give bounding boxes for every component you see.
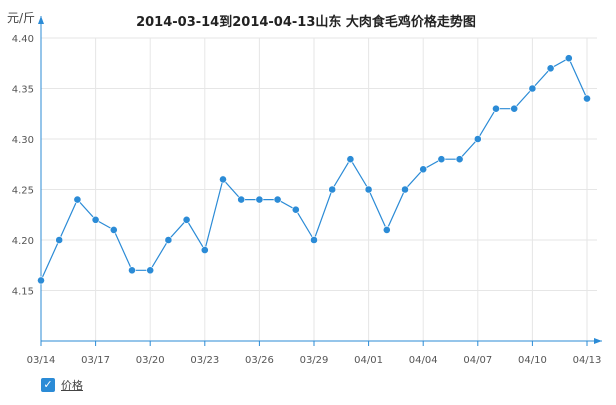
data-point bbox=[401, 185, 409, 194]
data-point bbox=[328, 185, 337, 194]
x-tick-label: 04/01 bbox=[354, 355, 383, 366]
data-point bbox=[510, 104, 519, 113]
x-tick-label: 03/23 bbox=[190, 355, 219, 366]
data-point bbox=[310, 236, 318, 244]
y-tick-labels: 4.15 4.20 4.25 4.30 4.35 4.40 bbox=[12, 34, 34, 298]
data-point bbox=[200, 246, 209, 254]
y-tick-label: 4.35 bbox=[12, 85, 34, 96]
data-point bbox=[364, 185, 373, 194]
data-point bbox=[564, 54, 573, 63]
x-tick-label: 03/17 bbox=[81, 355, 110, 366]
data-point bbox=[346, 155, 355, 164]
data-point bbox=[528, 84, 537, 93]
series-layer bbox=[37, 54, 591, 285]
data-point bbox=[55, 236, 64, 244]
data-point bbox=[146, 266, 155, 275]
data-point bbox=[437, 155, 446, 164]
x-tick-label: 03/20 bbox=[136, 355, 165, 366]
data-point bbox=[273, 195, 282, 204]
data-point bbox=[255, 195, 264, 204]
data-point bbox=[237, 195, 246, 204]
y-tick-label: 4.15 bbox=[12, 287, 34, 298]
y-axis-unit-label: 元/斤 bbox=[7, 11, 35, 25]
data-point bbox=[419, 165, 428, 174]
data-point bbox=[583, 94, 591, 103]
x-tick-label: 04/13 bbox=[573, 355, 602, 366]
data-point bbox=[473, 135, 482, 143]
axes bbox=[38, 16, 602, 346]
data-point bbox=[73, 195, 82, 204]
data-point bbox=[164, 236, 173, 244]
x-tick-label: 03/29 bbox=[300, 355, 329, 366]
y-tick-label: 4.25 bbox=[12, 186, 34, 197]
y-tick-label: 4.30 bbox=[12, 135, 34, 146]
x-tick-label: 03/14 bbox=[27, 355, 56, 366]
y-tick-label: 4.40 bbox=[12, 34, 34, 45]
data-point bbox=[492, 104, 500, 113]
data-point bbox=[382, 225, 391, 234]
data-point bbox=[37, 276, 45, 285]
data-point bbox=[291, 205, 300, 214]
data-point bbox=[128, 266, 136, 275]
x-axis-arrow-icon bbox=[594, 338, 602, 344]
legend: ✓ 价格 bbox=[41, 377, 83, 393]
grid-lines bbox=[40, 37, 597, 341]
x-tick-label: 03/26 bbox=[245, 355, 274, 366]
x-tick-label: 04/07 bbox=[463, 355, 492, 366]
legend-item-price[interactable]: 价格 bbox=[61, 379, 83, 392]
data-point bbox=[219, 175, 227, 184]
x-tick-label: 04/04 bbox=[409, 355, 438, 366]
y-tick-label: 4.20 bbox=[12, 236, 34, 247]
x-tick-label: 04/10 bbox=[518, 355, 547, 366]
x-tick-labels: 03/14 03/17 03/20 03/23 03/26 03/29 04/01 04/04… bbox=[27, 355, 602, 366]
checkmark-icon: ✓ bbox=[43, 378, 53, 391]
data-point bbox=[546, 64, 555, 73]
data-point bbox=[455, 155, 464, 164]
data-point bbox=[109, 225, 118, 234]
y-axis-arrow-icon bbox=[38, 16, 44, 24]
legend-checkbox[interactable]: ✓ bbox=[41, 378, 55, 392]
data-point bbox=[182, 215, 191, 224]
data-point bbox=[91, 215, 100, 224]
chart-title: 2014-03-14到2014-04-13山东 大肉食毛鸡价格走势图 bbox=[136, 14, 476, 30]
